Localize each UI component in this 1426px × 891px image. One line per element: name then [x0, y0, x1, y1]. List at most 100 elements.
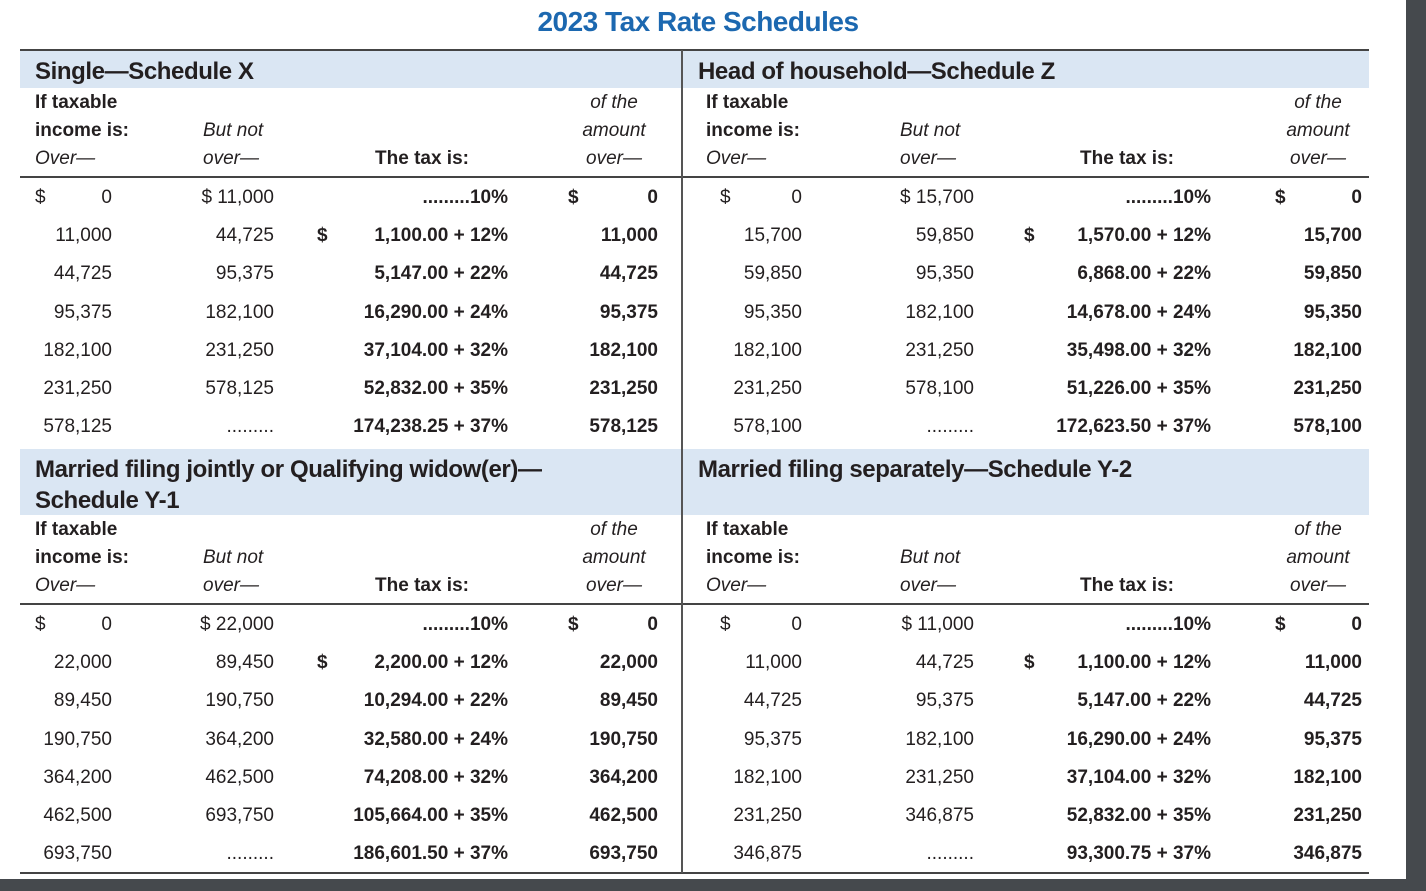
- cell-over: 364,200: [43, 766, 112, 788]
- column-header: If taxable: [706, 519, 789, 540]
- cell-over: 182,100: [733, 766, 802, 788]
- cell-tax: 52,832.00 + 35%: [363, 378, 508, 399]
- cell-amount-over: 0: [1351, 187, 1362, 208]
- cell-tax: 174,238.25 + 37%: [353, 416, 508, 438]
- cell-amount-over: 231,250: [1293, 805, 1362, 826]
- cell-amount-over: 15,700: [1303, 225, 1362, 247]
- column-header: But not: [900, 120, 961, 141]
- currency-sign: $: [720, 614, 731, 635]
- cell-amount-over: 182,100: [1293, 339, 1362, 361]
- schedule-title-line: Married filing jointly or Qualifying wid…: [35, 456, 542, 483]
- cell-but-not-over: 231,250: [205, 339, 274, 361]
- cell-tax: 6,868.00 + 22%: [1077, 263, 1211, 285]
- cell-but-not-over: 95,350: [915, 263, 974, 285]
- cell-amount-over: 693,750: [589, 843, 658, 865]
- cell-amount-over: 95,375: [599, 301, 658, 323]
- cell-but-not-over: 44,725: [915, 652, 974, 674]
- column-divider: [681, 50, 683, 873]
- table-row: $ $0 $ 11,000 .........10% 0: [20, 187, 681, 211]
- cell-amount-over: 0: [647, 187, 658, 208]
- cell-tax: 16,290.00 + 24%: [363, 301, 508, 323]
- cell-but-not-over: $ 22,000: [200, 614, 274, 635]
- table-row: 578,125......... 174,238.25 + 37% 578,125: [20, 416, 681, 440]
- schedule-header-band: [20, 449, 681, 515]
- cell-but-not-over: 182,100: [905, 301, 974, 323]
- cell-tax: 105,664.00 + 35%: [353, 805, 508, 826]
- cell-amount-over: 231,250: [1293, 378, 1362, 399]
- schedule-header-band: [683, 449, 1369, 515]
- column-header: amount: [1286, 547, 1350, 568]
- header-rule: [20, 176, 681, 178]
- cell-but-not-over: $ 11,000: [901, 614, 974, 635]
- cell-but-not-over: 346,875: [905, 805, 974, 826]
- column-header: over—: [900, 148, 956, 169]
- table-row: 44,725 95,375 5,147.00 + 22% 44,725: [683, 690, 1369, 714]
- column-header: Over—: [35, 575, 96, 596]
- currency-sign: $: [35, 614, 46, 635]
- schedule-header-band: [683, 51, 1369, 88]
- cell-tax: 172,623.50 + 37%: [1056, 416, 1211, 438]
- bottom-rule: [20, 872, 1369, 874]
- column-header: income is:: [35, 547, 129, 568]
- schedule-title: Married filing separately—Schedule Y-2: [698, 454, 1132, 485]
- cell-amount-over: 89,450: [599, 690, 658, 712]
- column-header: over—: [586, 148, 642, 169]
- column-header: Over—: [706, 148, 767, 169]
- cell-amount-over: 59,850: [1303, 263, 1362, 285]
- schedule-header-band: [20, 51, 681, 88]
- cell-tax: .........10%: [1125, 187, 1211, 208]
- cell-but-not-over: 578,125: [205, 378, 274, 399]
- column-header: amount: [582, 547, 646, 568]
- cell-amount-over: 578,100: [1293, 416, 1362, 438]
- cell-tax: 51,226.00 + 35%: [1066, 378, 1211, 399]
- column-header: income is:: [35, 120, 129, 141]
- column-header: of the: [590, 519, 638, 540]
- column-header: If taxable: [706, 92, 789, 113]
- column-header: But not: [203, 547, 264, 568]
- column-header: over—: [1290, 148, 1346, 169]
- page-title: 2023 Tax Rate Schedules: [537, 6, 859, 37]
- cell-over: 182,100: [733, 339, 802, 361]
- cell-tax: .........10%: [422, 614, 508, 635]
- header-rule: [20, 603, 681, 605]
- column-header: Over—: [706, 575, 767, 596]
- schedule-title: Married filing jointly or Qualifying wid…: [35, 454, 542, 516]
- column-header: of the: [590, 92, 638, 113]
- cell-amount-over: 11,000: [1304, 652, 1362, 674]
- table-row: $ $0 $ 22,000 .........10% 0: [20, 614, 681, 638]
- cell-amount-over: 22,000: [599, 652, 658, 674]
- cell-over: 95,375: [53, 301, 112, 323]
- cell-over: 95,375: [743, 728, 802, 750]
- cell-but-not-over: 59,850: [915, 225, 974, 247]
- column-header: Over—: [35, 148, 96, 169]
- cell-tax: 1,570.00 + 12%: [1077, 225, 1211, 247]
- table-row: 693,750......... 186,601.50 + 37% 693,750: [20, 843, 681, 867]
- column-header: of the: [1294, 519, 1342, 540]
- cell-tax: 74,208.00 + 32%: [363, 766, 508, 788]
- table-row: 95,375 182,100 16,290.00 + 24% 95,375: [20, 302, 681, 326]
- cell-but-not-over: .........: [226, 416, 274, 438]
- cell-but-not-over: 578,100: [905, 378, 974, 399]
- cell-amount-over: 182,100: [1293, 766, 1362, 788]
- column-header: income is:: [706, 120, 800, 141]
- table-row: $15,700 59,850 1,570.00 + 12% 15,700: [683, 225, 1369, 249]
- cell-over: 0: [101, 187, 112, 208]
- column-header: The tax is:: [1080, 575, 1174, 596]
- currency-sign: $: [720, 187, 731, 208]
- cell-over: 578,100: [733, 416, 802, 438]
- cell-over: 11,000: [55, 225, 112, 247]
- schedule-title: Head of household—Schedule Z: [698, 56, 1055, 87]
- cell-tax: .........10%: [1125, 614, 1211, 635]
- cell-tax: 5,147.00 + 22%: [374, 263, 508, 285]
- currency-sign: $: [1275, 187, 1286, 208]
- cell-amount-over: 95,375: [1303, 728, 1362, 750]
- cell-tax: 186,601.50 + 37%: [353, 843, 508, 865]
- cell-tax: 37,104.00 + 32%: [363, 339, 508, 361]
- table-row: $11,000 44,725 1,100.00 + 12% 11,000: [20, 225, 681, 249]
- cell-over: 0: [791, 187, 802, 208]
- cell-tax: 10,294.00 + 22%: [363, 690, 508, 712]
- column-header: income is:: [706, 547, 800, 568]
- column-header: If taxable: [35, 92, 118, 113]
- cell-but-not-over: .........: [926, 416, 974, 438]
- schedule-table: Head of household—Schedule Z If taxable in…: [683, 51, 1369, 471]
